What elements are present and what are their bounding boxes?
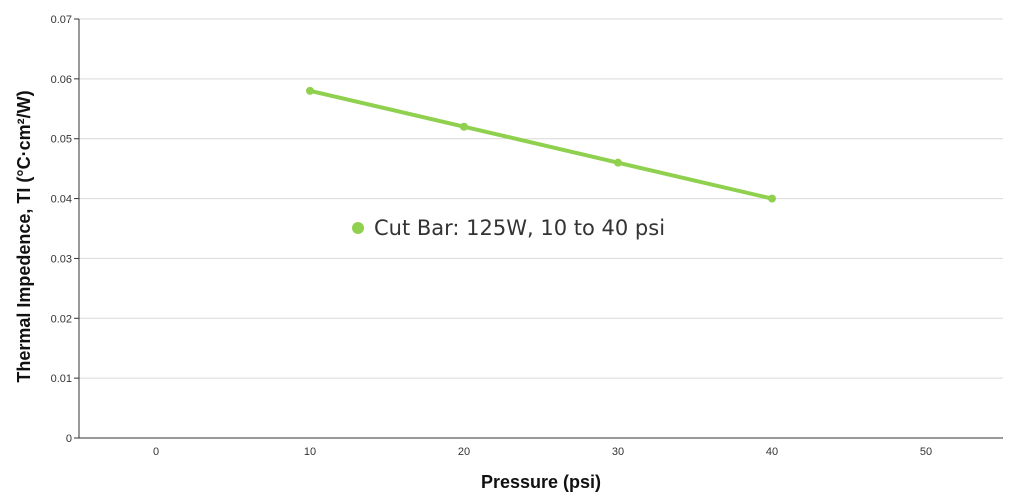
y-tick-label: 0 <box>66 433 72 445</box>
y-tick-label: 0.05 <box>51 134 72 146</box>
data-point[interactable] <box>460 122 468 131</box>
y-tick-label: 0.03 <box>51 253 72 265</box>
series-line <box>308 88 774 201</box>
x-tick-label: 10 <box>304 446 316 458</box>
x-axis-title: Pressure (psi) <box>481 472 601 492</box>
data-point[interactable] <box>768 194 776 203</box>
x-tick-labels: 0 10 20 30 40 50 <box>153 446 932 458</box>
x-tick-label: 40 <box>766 446 778 458</box>
x-tick-label: 50 <box>920 446 932 458</box>
y-axis-title: Thermal Impedence, TI (°C·cm²/W) <box>14 90 34 382</box>
x-tick-label: 20 <box>458 446 470 458</box>
legend-marker <box>352 222 364 234</box>
axes <box>74 18 1003 439</box>
x-tick-label: 0 <box>153 446 159 458</box>
y-tick-labels: 0 0.01 0.02 0.03 0.04 0.05 0.06 0.07 <box>51 14 72 445</box>
y-tick-label: 0.07 <box>51 14 72 26</box>
y-tick-label: 0.04 <box>51 194 72 206</box>
data-point[interactable] <box>614 158 622 167</box>
y-tick-label: 0.02 <box>51 313 72 325</box>
y-tick-label: 0.06 <box>51 74 72 86</box>
x-tick-label: 30 <box>612 446 624 458</box>
series-group <box>306 86 776 203</box>
y-tick-label: 0.01 <box>51 373 72 385</box>
gridlines <box>79 18 1003 379</box>
legend[interactable]: Cut Bar: 125W, 10 to 40 psi <box>352 216 665 240</box>
legend-label: Cut Bar: 125W, 10 to 40 psi <box>374 216 665 240</box>
data-point[interactable] <box>306 86 314 95</box>
